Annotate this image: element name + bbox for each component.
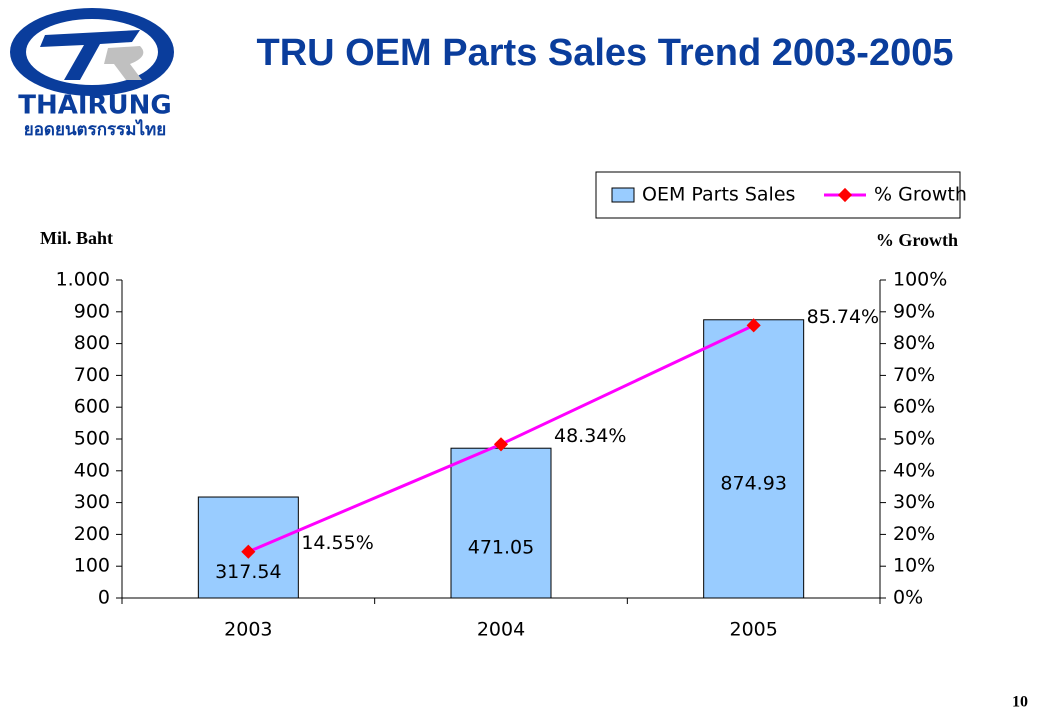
chart-title: TRU OEM Parts Sales Trend 2003-2005: [257, 32, 954, 74]
y2-tick-label: 70%: [893, 364, 935, 386]
y-tick-label: 200: [74, 523, 110, 545]
bar: [450, 447, 552, 599]
y2-tick-label: 60%: [893, 396, 935, 418]
growth-value-label: 85.74%: [807, 306, 879, 328]
y2-tick-label: 30%: [893, 491, 935, 513]
legend-label: OEM Parts Sales: [642, 184, 795, 206]
y2-tick-label: 40%: [893, 459, 935, 481]
bar-value-label: 471.05: [468, 537, 534, 559]
logo: THAIRUNG ยอดยนตรกรรมไทย: [10, 8, 174, 140]
growth-marker: [746, 318, 761, 333]
x-tick-label: 2005: [729, 619, 777, 641]
x-tick-label: 2003: [224, 619, 272, 641]
y2-tick-label: 100%: [893, 269, 947, 291]
y-axis-label: Mil. Baht: [40, 228, 113, 248]
growth-value-label: 48.34%: [554, 425, 626, 447]
growth-marker: [493, 437, 509, 452]
y-tick-label: 0: [98, 587, 110, 609]
logo-mark: [40, 30, 140, 80]
y2-axis-label: % Growth: [876, 230, 958, 250]
x-tick-label: 2004: [477, 619, 525, 641]
legend-label: % Growth: [874, 184, 967, 206]
legend-swatch: [837, 187, 853, 203]
y-tick-label: 500: [74, 428, 110, 450]
legend-swatch: [611, 187, 635, 203]
y-tick-label: 400: [74, 459, 110, 481]
page-number: 10: [1012, 694, 1028, 711]
y-tick-label: 600: [74, 396, 110, 418]
y-tick-label: 100: [74, 555, 110, 577]
y2-tick-label: 0%: [893, 587, 923, 609]
bar-value-label: 874.93: [720, 472, 786, 494]
bar-value-label: 317.54: [215, 561, 281, 583]
y-tick-label: 900: [74, 300, 110, 322]
logo-name: THAIRUNG: [18, 91, 172, 121]
growth-value-label: 14.55%: [301, 532, 373, 554]
growth-marker: [241, 544, 256, 559]
legend: [595, 171, 961, 219]
y2-tick-label: 10%: [893, 555, 935, 577]
y2-tick-label: 90%: [893, 300, 935, 322]
y-tick-label: 1.000: [56, 269, 110, 291]
y2-tick-label: 50%: [893, 428, 935, 450]
y-tick-label: 300: [74, 491, 110, 513]
logo-tagline: ยอดยนตรกรรมไทย: [24, 119, 166, 140]
logo-mark: [104, 46, 144, 80]
y-tick-label: 700: [74, 364, 110, 386]
y2-tick-label: 80%: [893, 332, 935, 354]
y2-tick-label: 20%: [893, 523, 935, 545]
y-tick-label: 800: [74, 332, 110, 354]
bar: [703, 319, 805, 599]
